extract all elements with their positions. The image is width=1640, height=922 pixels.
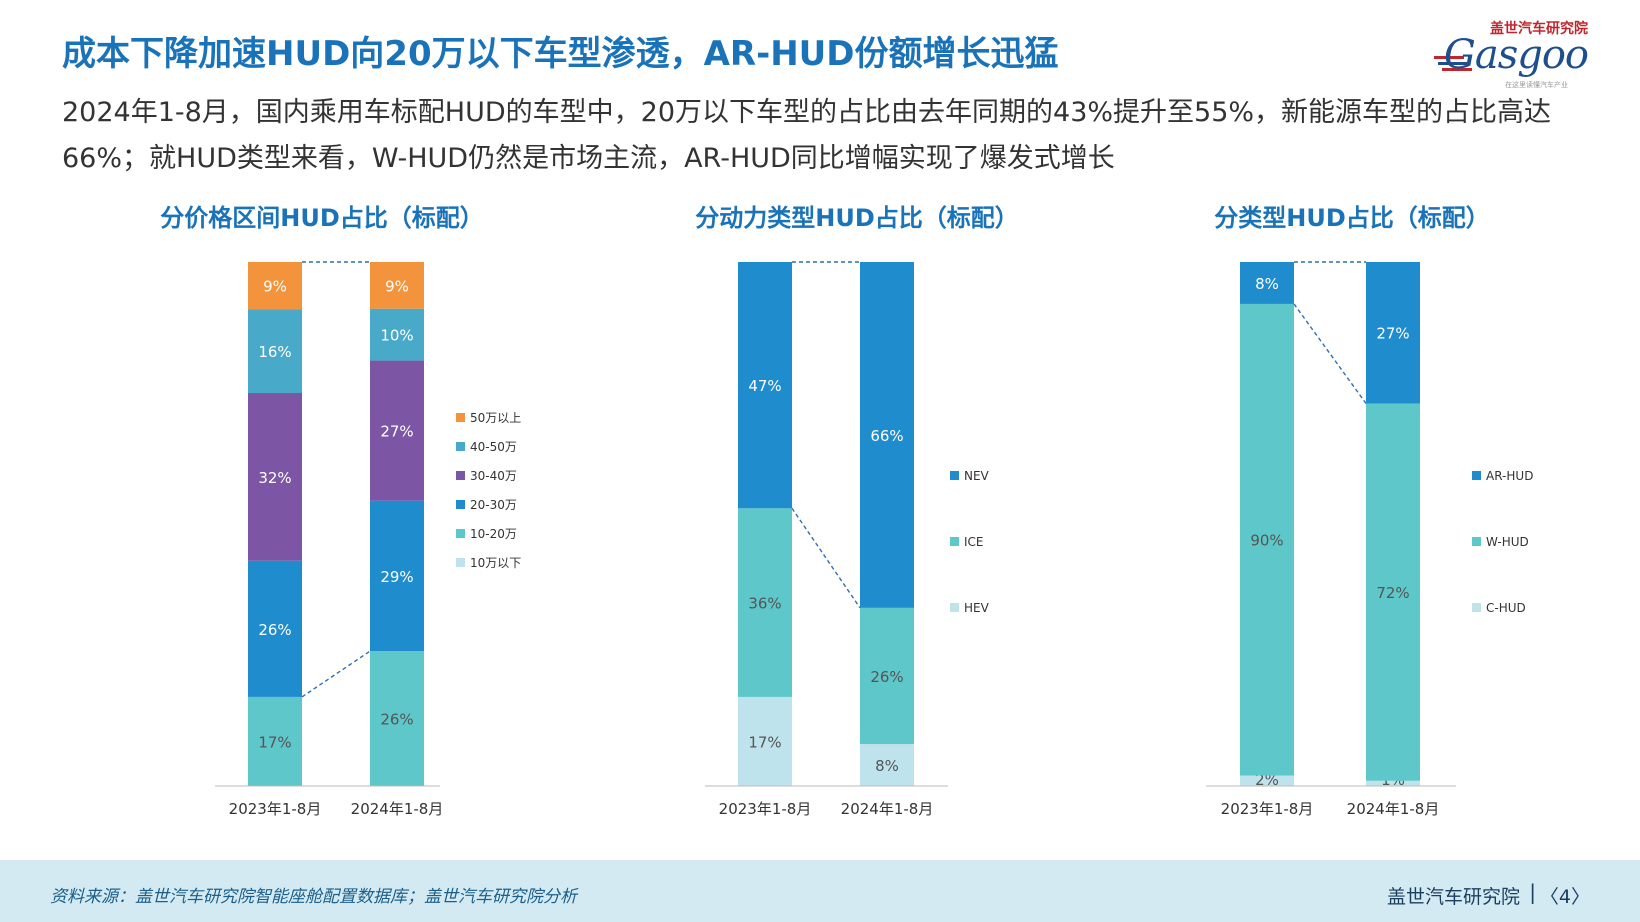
bar-segment-30-40万 [370, 360, 424, 501]
connector-mid-line [1293, 303, 1367, 404]
data-label: 17% [258, 733, 291, 751]
legend-label: 10万以下 [470, 556, 521, 570]
bar-segment-AR-HUD [1366, 262, 1420, 404]
bar-segment-40-50万 [248, 309, 302, 393]
page-subtitle: 2024年1-8月，国内乘用车标配HUD的车型中，20万以下车型的占比由去年同期… [62, 97, 1552, 174]
bar-segment-C-HUD [1240, 775, 1294, 786]
data-label: 32% [258, 469, 291, 487]
data-label: 17% [748, 733, 781, 751]
chart-title: 分价格区间HUD占比（标配） [160, 204, 484, 232]
x-tick-label: 2024年1-8月 [1347, 800, 1440, 818]
data-label: 36% [748, 595, 781, 613]
legend-label: C-HUD [1486, 601, 1526, 615]
bar-segment-NEV [738, 262, 792, 509]
legend-label: AR-HUD [1486, 469, 1533, 483]
data-label: 10% [380, 327, 413, 345]
footer-bar: 资料来源：盖世汽车研究院智能座舱配置数据库；盖世汽车研究院分析 盖世汽车研究院 … [0, 860, 1640, 922]
logo-cn-text: 盖世汽车研究院 [1490, 21, 1588, 37]
legend-swatch [1472, 603, 1481, 612]
data-label: 29% [380, 568, 413, 586]
data-label: 47% [748, 377, 781, 395]
x-tick-label: 2023年1-8月 [719, 800, 812, 818]
bar-segment-40-50万 [370, 308, 424, 361]
source-note: 资料来源：盖世汽车研究院智能座舱配置数据库；盖世汽车研究院分析 [50, 887, 577, 907]
legend-swatch [1472, 537, 1481, 546]
bar-segment-10-20万 [370, 651, 424, 786]
legend-swatch [456, 558, 465, 567]
logo-tagline: 在这里读懂汽车产业 [1505, 81, 1568, 89]
logo-en-text: Gasgoo [1443, 32, 1589, 78]
bar-segment-ICE [860, 607, 914, 745]
bar-segment-50万以上 [248, 262, 302, 310]
data-label: 72% [1376, 584, 1409, 602]
legend-label: 10-20万 [470, 527, 517, 541]
data-label: 9% [385, 277, 409, 295]
footer-org: 盖世汽车研究院 [1386, 886, 1520, 908]
bar-segment-50万以上 [370, 262, 424, 309]
logo-stripes-icon [1434, 56, 1472, 71]
data-label: 26% [380, 711, 413, 729]
data-label: 27% [1376, 325, 1409, 343]
bar-segment-ICE [738, 508, 792, 697]
page-title: 成本下降加速HUD向20万以下车型渗透，AR-HUD份额增长迅猛 [62, 34, 1059, 74]
page-number: 〈4〉 [1539, 886, 1590, 908]
legend-swatch [456, 413, 465, 422]
bar-segment-C-HUD [1366, 780, 1420, 786]
bar-segment-20-30万 [370, 500, 424, 652]
chart-title: 分动力类型HUD占比（标配） [695, 204, 1019, 232]
legend-label: 40-50万 [470, 440, 517, 454]
footer-separator: | [1529, 880, 1536, 904]
legend-label: 20-30万 [470, 498, 517, 512]
legend-label: ICE [964, 535, 984, 549]
data-label: 16% [258, 343, 291, 361]
x-tick-label: 2024年1-8月 [841, 800, 934, 818]
connector-mid-line [301, 650, 371, 698]
legend-swatch [456, 442, 465, 451]
x-tick-label: 2023年1-8月 [1221, 800, 1314, 818]
legend-label: NEV [964, 469, 990, 483]
bar-segment-AR-HUD [1240, 262, 1294, 304]
legend-swatch [1472, 471, 1481, 480]
data-label: 27% [380, 423, 413, 441]
legend-swatch [456, 529, 465, 538]
x-tick-label: 2024年1-8月 [351, 800, 444, 818]
data-label: 9% [263, 278, 287, 296]
legend-swatch [950, 537, 959, 546]
data-label: 8% [1255, 275, 1279, 293]
data-label: 90% [1250, 532, 1283, 550]
legend-swatch [456, 471, 465, 480]
data-label: 8% [875, 757, 899, 775]
x-tick-label: 2023年1-8月 [229, 800, 322, 818]
connector-mid-line [791, 507, 861, 609]
legend-swatch [950, 603, 959, 612]
legend-label: W-HUD [1486, 535, 1529, 549]
data-label: 26% [870, 668, 903, 686]
charts-area: 分价格区间HUD占比（标配）0%17%26%32%16%9%2023年1-8月0… [160, 204, 1533, 818]
legend-swatch [456, 500, 465, 509]
bar-segment-HEV [860, 744, 914, 786]
bar-segment-NEV [860, 262, 914, 608]
bar-segment-HEV [738, 696, 792, 786]
data-label: 26% [258, 621, 291, 639]
chart-title: 分类型HUD占比（标配） [1214, 204, 1490, 232]
data-label: 66% [870, 427, 903, 445]
bar-segment-30-40万 [248, 393, 302, 561]
legend-label: 50万以上 [470, 411, 521, 425]
bar-segment-W-HUD [1366, 403, 1420, 781]
legend-swatch [950, 471, 959, 480]
legend-label: 30-40万 [470, 469, 517, 483]
legend-label: HEV [964, 601, 990, 615]
bar-segment-20-30万 [248, 560, 302, 697]
gasgoo-logo: 盖世汽车研究院 Gasgoo 在这里读懂汽车产业 [1428, 18, 1589, 89]
bar-segment-W-HUD [1240, 303, 1294, 776]
bar-segment-10-20万 [248, 696, 302, 786]
